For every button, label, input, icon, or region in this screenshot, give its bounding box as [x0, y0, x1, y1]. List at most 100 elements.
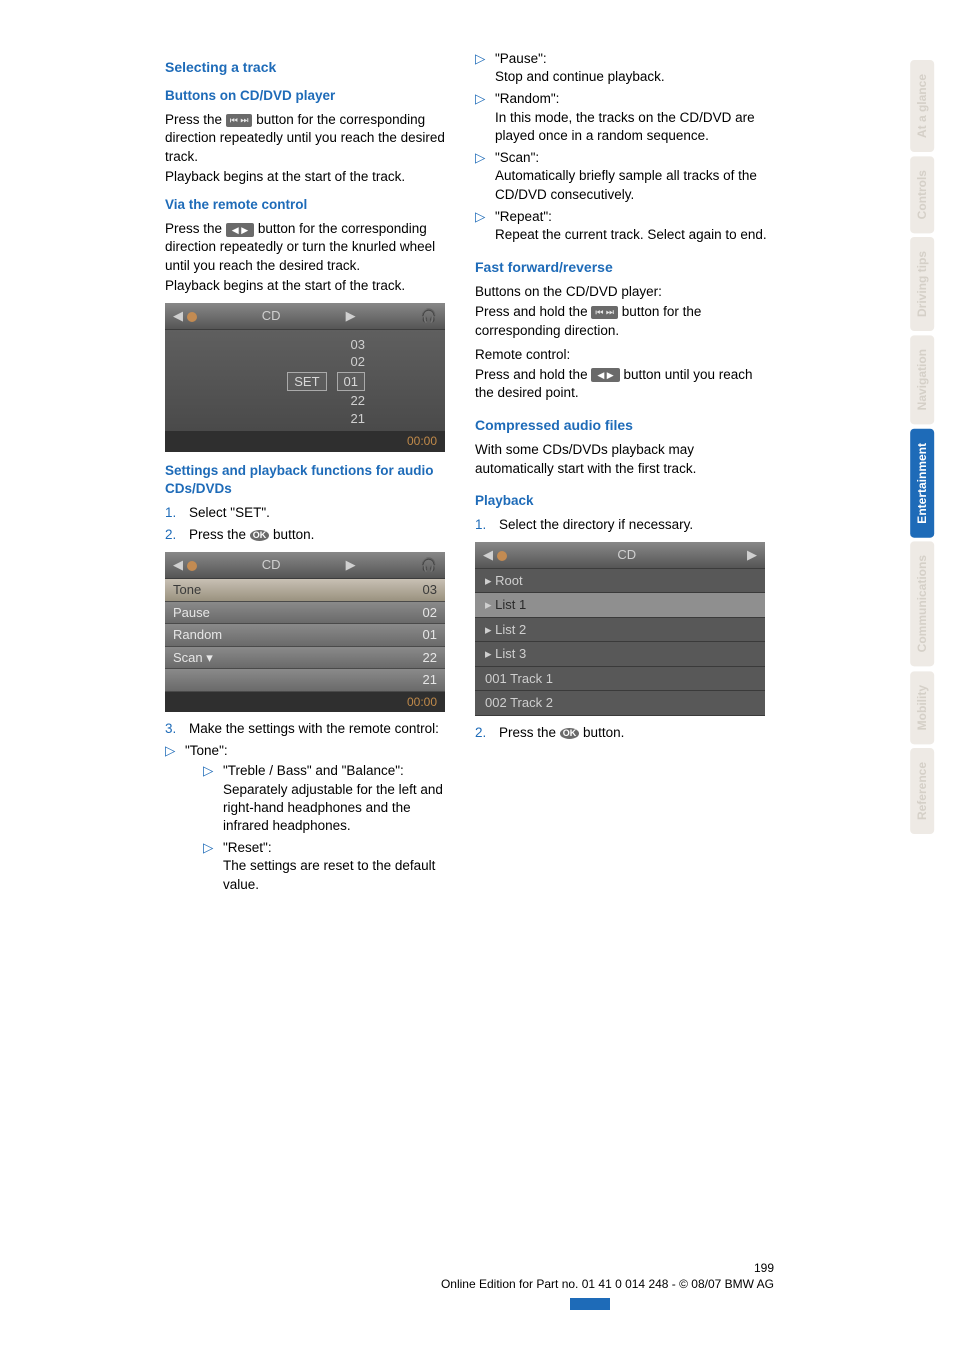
- para: Remote control:: [475, 346, 769, 364]
- item-treble-bass: "Treble / Bass" and "Balance": Separatel…: [203, 762, 445, 835]
- footer-bar: [570, 1298, 610, 1310]
- menu-row[interactable]: Tone 03: [165, 579, 445, 602]
- tab-communications[interactable]: Communications: [910, 541, 934, 666]
- track-current: 01: [337, 372, 365, 392]
- side-tabs: At a glance Controls Driving tips Naviga…: [910, 60, 934, 838]
- tab-driving-tips[interactable]: Driving tips: [910, 237, 934, 331]
- menu-row: 21: [165, 669, 445, 692]
- figure-tone-menu: ◀ CD ▶ 🎧 Tone 03 Pause 02 Random 01: [165, 552, 445, 711]
- tab-navigation[interactable]: Navigation: [910, 335, 934, 424]
- track: 21: [173, 410, 365, 428]
- item-scan: "Scan": Automatically briefly sample all…: [475, 149, 769, 204]
- ok-icon: OK: [250, 530, 270, 541]
- dir-row[interactable]: List 3: [475, 642, 765, 667]
- left-right-icon: ◀ ▶: [226, 223, 254, 237]
- left-right-icon: ◀ ▶: [591, 368, 619, 382]
- tab-mobility[interactable]: Mobility: [910, 671, 934, 744]
- text: Press the: [165, 112, 226, 127]
- track: 03: [173, 336, 365, 354]
- headphone-icon: 🎧: [421, 556, 437, 574]
- step-3: 3.Make the settings with the remote cont…: [165, 720, 445, 738]
- step-2: 2. Press the OK button.: [165, 526, 445, 544]
- text: Make the settings with the remote contro…: [189, 721, 439, 736]
- text: Press and hold the: [475, 367, 591, 382]
- step-1: 1.Select "SET".: [165, 504, 445, 522]
- para: Press and hold the ◀ ▶ button until you …: [475, 366, 769, 402]
- para: Press and hold the ⏮ ⏭ button for the co…: [475, 303, 769, 339]
- dir-row-selected[interactable]: List 1: [475, 593, 765, 618]
- dir-row[interactable]: Root: [475, 569, 765, 594]
- item-random: "Random": In this mode, the tracks on th…: [475, 90, 769, 145]
- figure-cd-tracks: ◀ CD ▶ 🎧 03 02 SET 01 22 21 00:00: [165, 303, 445, 451]
- para: Press the ⏮ ⏭ button for the correspondi…: [165, 111, 445, 166]
- fig-header: CD: [262, 556, 281, 574]
- left-column: Selecting a track Buttons on CD/DVD play…: [165, 50, 467, 898]
- track: 02: [173, 353, 365, 371]
- text: "Tone":: [185, 743, 228, 758]
- page-number: 199: [165, 1260, 774, 1276]
- skip-icon: ⏮ ⏭: [591, 306, 618, 319]
- item-pause: "Pause": Stop and continue playback.: [475, 50, 769, 86]
- tab-reference[interactable]: Reference: [910, 748, 934, 834]
- tab-at-a-glance[interactable]: At a glance: [910, 60, 934, 152]
- text: button.: [583, 725, 624, 740]
- menu-row[interactable]: Scan ▾ 22: [165, 647, 445, 670]
- set-button[interactable]: SET: [287, 372, 326, 392]
- heading-via-remote: Via the remote control: [165, 196, 445, 214]
- fig-arrow-right: ▶: [747, 546, 757, 564]
- fig-arrow-left: ◀: [483, 546, 507, 564]
- fig-arrow-right: ▶: [346, 556, 356, 574]
- skip-icon: ⏮ ⏭: [226, 114, 253, 127]
- fig-header: CD: [262, 307, 281, 325]
- text: Automatically briefly sample all tracks …: [495, 168, 757, 201]
- text: Press and hold the: [475, 304, 591, 319]
- heading-buttons-player: Buttons on CD/DVD player: [165, 87, 445, 105]
- text: Press the: [165, 221, 226, 236]
- item-reset: "Reset": The settings are reset to the d…: [203, 839, 445, 894]
- text: "Random":: [495, 91, 559, 106]
- value: 03: [423, 581, 437, 599]
- fig-time: 00:00: [165, 692, 445, 712]
- page-footer: 199 Online Edition for Part no. 01 41 0 …: [165, 1260, 774, 1310]
- text: "Scan":: [495, 150, 539, 165]
- label: Random: [173, 626, 222, 644]
- fig-arrow-left: ◀: [173, 307, 197, 325]
- track: 22: [173, 392, 365, 410]
- text: "Pause":: [495, 51, 547, 66]
- text: Press the: [189, 527, 250, 542]
- text: Select the directory if necessary.: [499, 517, 693, 532]
- label: Pause: [173, 604, 210, 622]
- text: button.: [273, 527, 314, 542]
- para: With some CDs/DVDs playback may automati…: [475, 441, 769, 477]
- dir-row[interactable]: 001 Track 1: [475, 667, 765, 692]
- heading-compressed: Compressed audio files: [475, 416, 769, 435]
- text: In this mode, the tracks on the CD/DVD a…: [495, 110, 755, 143]
- fig-header: CD: [617, 546, 636, 564]
- para: Press the ◀ ▶ button for the correspondi…: [165, 220, 445, 275]
- dir-row[interactable]: List 2: [475, 618, 765, 643]
- value: 22: [423, 649, 437, 667]
- menu-row[interactable]: Random 01: [165, 624, 445, 647]
- figure-directory: ◀ CD ▶ Root List 1 List 2 List 3 001 Tra…: [475, 542, 765, 716]
- play-step-2: 2. Press the OK button.: [475, 724, 769, 742]
- value: 01: [423, 626, 437, 644]
- text: Separately adjustable for the left and r…: [223, 782, 443, 833]
- text: The settings are reset to the default va…: [223, 858, 435, 891]
- play-step-1: 1.Select the directory if necessary.: [475, 516, 769, 534]
- menu-row[interactable]: Pause 02: [165, 602, 445, 625]
- footer-line: Online Edition for Part no. 01 41 0 014 …: [165, 1276, 774, 1292]
- ok-icon: OK: [560, 728, 580, 739]
- label: Scan: [173, 650, 203, 665]
- item-repeat: "Repeat": Repeat the current track. Sele…: [475, 208, 769, 244]
- tab-controls[interactable]: Controls: [910, 156, 934, 233]
- text: "Reset":: [223, 840, 272, 855]
- text: Stop and continue playback.: [495, 69, 665, 84]
- fig-time: 00:00: [165, 431, 445, 451]
- headphone-icon: 🎧: [421, 307, 437, 325]
- heading-selecting-track: Selecting a track: [165, 58, 445, 77]
- dir-row[interactable]: 002 Track 2: [475, 691, 765, 716]
- tab-entertainment[interactable]: Entertainment: [910, 429, 934, 538]
- text: Select "SET".: [189, 505, 270, 520]
- para: Buttons on the CD/DVD player:: [475, 283, 769, 301]
- fig-arrow-left: ◀: [173, 556, 197, 574]
